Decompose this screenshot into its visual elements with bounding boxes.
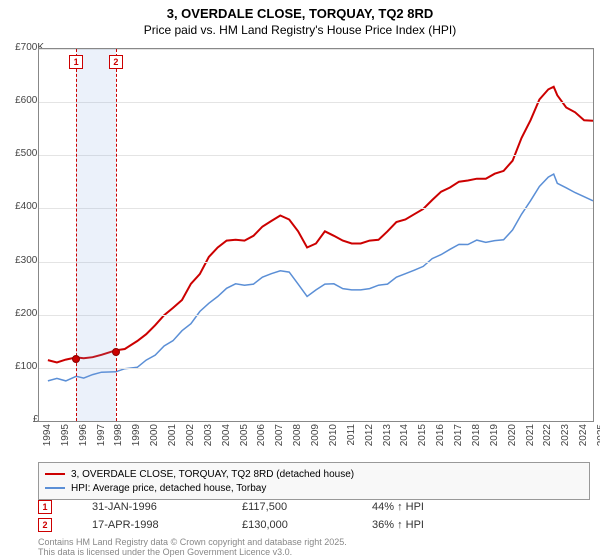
- sale-price: £130,000: [242, 519, 332, 531]
- x-tick-label: 2004: [221, 424, 232, 452]
- x-tick-label: 1994: [42, 424, 53, 452]
- x-tick-label: 2011: [346, 424, 357, 452]
- sale-date-band: [76, 49, 116, 421]
- price-chart: 3, OVERDALE CLOSE, TORQUAY, TQ2 8RD Pric…: [0, 0, 600, 560]
- attribution-footer: Contains HM Land Registry data © Crown c…: [38, 538, 347, 558]
- x-tick-label: 2019: [489, 424, 500, 452]
- sales-table: 1 31-JAN-1996 £117,500 44% ↑ HPI 2 17-APR-199…: [38, 498, 424, 534]
- sale-price: £117,500: [242, 501, 332, 513]
- x-tick-label: 2022: [542, 424, 553, 452]
- x-tick-label: 2000: [149, 424, 160, 452]
- sale-badge: 1: [69, 55, 83, 69]
- sale-delta: 36% ↑ HPI: [372, 519, 424, 531]
- sale-marker-line: [116, 49, 117, 421]
- x-tick-label: 2018: [471, 424, 482, 452]
- x-tick-label: 2002: [185, 424, 196, 452]
- gridline: [39, 49, 593, 50]
- x-tick-label: 2003: [203, 424, 214, 452]
- legend-label: 3, OVERDALE CLOSE, TORQUAY, TQ2 8RD (det…: [71, 469, 354, 480]
- legend-item: HPI: Average price, detached house, Torb…: [45, 481, 583, 495]
- gridline: [39, 315, 593, 316]
- x-tick-label: 2015: [417, 424, 428, 452]
- footer-line: This data is licensed under the Open Gov…: [38, 548, 347, 558]
- x-tick-label: 2012: [364, 424, 375, 452]
- series-layer: [39, 49, 593, 421]
- sale-point: [72, 355, 80, 363]
- gridline: [39, 262, 593, 263]
- x-tick-label: 1997: [96, 424, 107, 452]
- gridline: [39, 102, 593, 103]
- x-tick-label: 2014: [399, 424, 410, 452]
- x-tick-label: 1998: [113, 424, 124, 452]
- sale-date: 31-JAN-1996: [92, 501, 202, 513]
- plot-area: 12: [38, 48, 594, 422]
- sale-row: 2 17-APR-1998 £130,000 36% ↑ HPI: [38, 516, 424, 534]
- legend-swatch: [45, 487, 65, 489]
- sale-row-badge: 1: [38, 500, 52, 514]
- x-tick-label: 2024: [578, 424, 589, 452]
- x-tick-label: 2005: [239, 424, 250, 452]
- x-tick-label: 2001: [167, 424, 178, 452]
- legend-label: HPI: Average price, detached house, Torb…: [71, 483, 266, 494]
- sale-date: 17-APR-1998: [92, 519, 202, 531]
- x-tick-label: 2009: [310, 424, 321, 452]
- x-tick-label: 2016: [435, 424, 446, 452]
- x-tick-label: 2025: [596, 424, 600, 452]
- x-tick-label: 2013: [382, 424, 393, 452]
- x-tick-label: 2017: [453, 424, 464, 452]
- chart-title: 3, OVERDALE CLOSE, TORQUAY, TQ2 8RD Pric…: [0, 0, 600, 38]
- gridline: [39, 368, 593, 369]
- x-tick-label: 2010: [328, 424, 339, 452]
- x-tick-label: 2006: [256, 424, 267, 452]
- gridline: [39, 155, 593, 156]
- x-tick-label: 2008: [292, 424, 303, 452]
- sale-point: [112, 348, 120, 356]
- title-address: 3, OVERDALE CLOSE, TORQUAY, TQ2 8RD: [0, 6, 600, 23]
- x-tick-label: 1995: [60, 424, 71, 452]
- x-tick-label: 2020: [507, 424, 518, 452]
- series-line: [48, 174, 593, 381]
- series-line: [48, 87, 593, 363]
- gridline: [39, 208, 593, 209]
- sale-marker-line: [76, 49, 77, 421]
- sale-row-badge: 2: [38, 518, 52, 532]
- title-subtitle: Price paid vs. HM Land Registry's House …: [0, 23, 600, 39]
- legend-swatch: [45, 473, 65, 475]
- x-tick-label: 2023: [560, 424, 571, 452]
- x-tick-label: 1996: [78, 424, 89, 452]
- sale-row: 1 31-JAN-1996 £117,500 44% ↑ HPI: [38, 498, 424, 516]
- x-tick-label: 2021: [525, 424, 536, 452]
- sale-delta: 44% ↑ HPI: [372, 501, 424, 513]
- x-tick-label: 2007: [274, 424, 285, 452]
- sale-badge: 2: [109, 55, 123, 69]
- legend: 3, OVERDALE CLOSE, TORQUAY, TQ2 8RD (det…: [38, 462, 590, 500]
- x-tick-label: 1999: [131, 424, 142, 452]
- legend-item: 3, OVERDALE CLOSE, TORQUAY, TQ2 8RD (det…: [45, 467, 583, 481]
